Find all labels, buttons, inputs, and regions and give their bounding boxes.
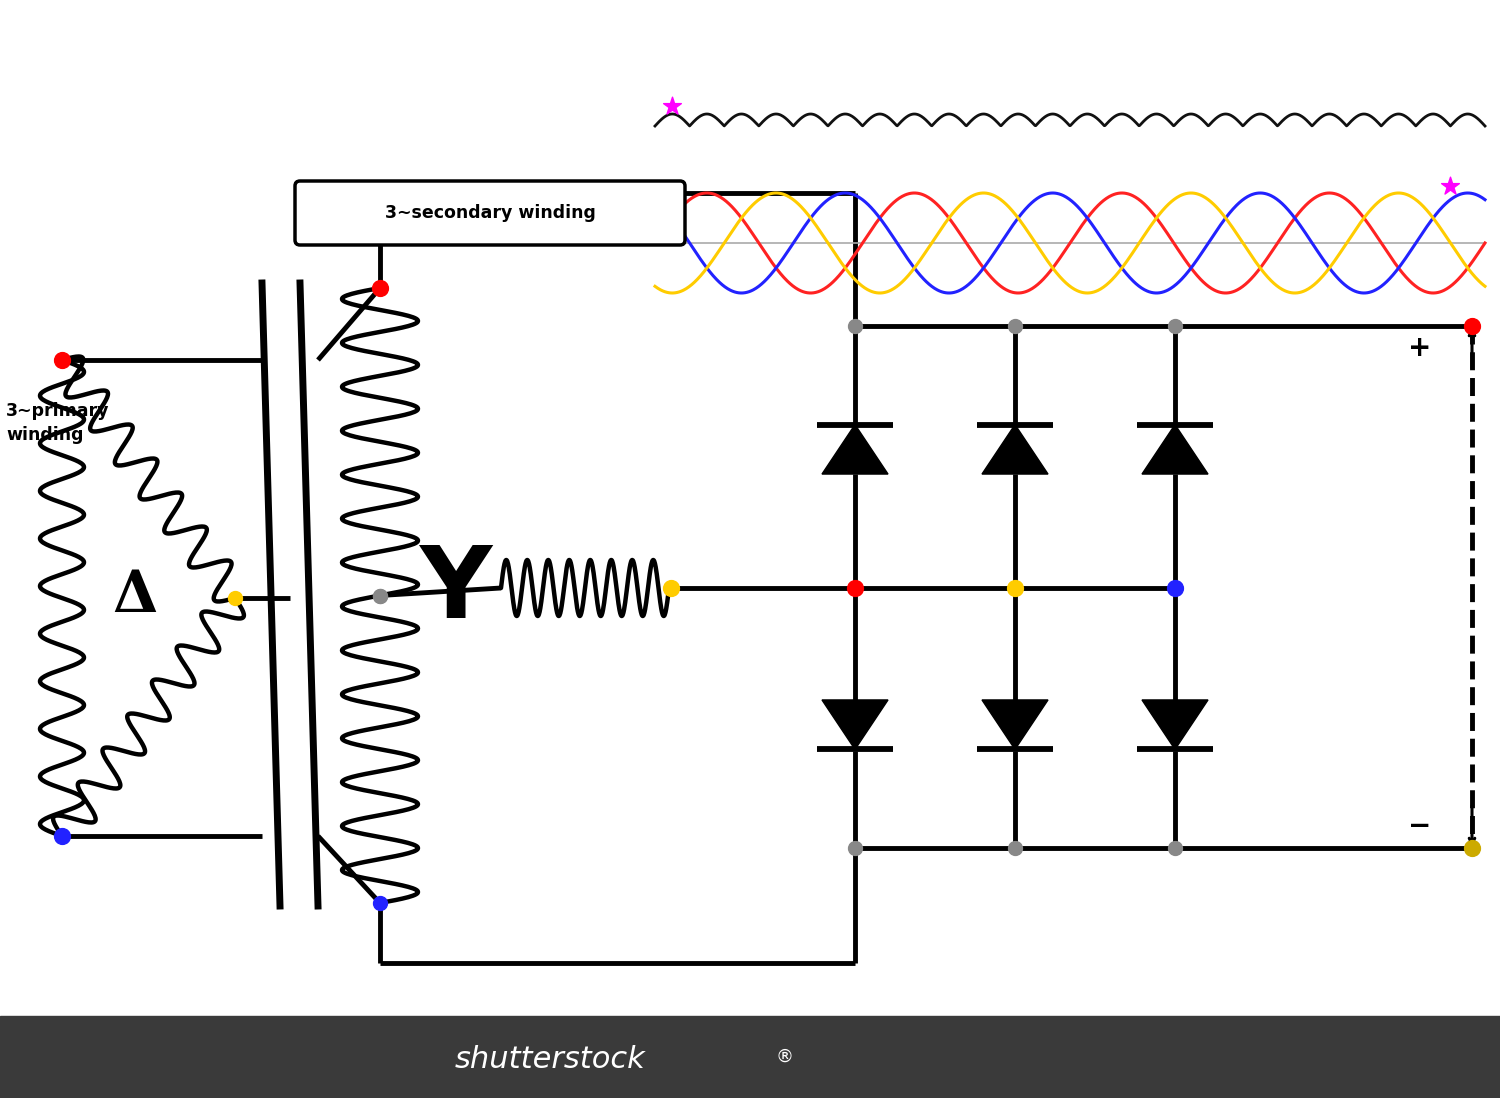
- Point: [843, 839, 867, 856]
- Polygon shape: [1142, 699, 1208, 750]
- FancyBboxPatch shape: [296, 181, 686, 245]
- Point: [1438, 177, 1462, 194]
- Text: −: −: [1408, 813, 1431, 840]
- Point: [1004, 839, 1028, 856]
- Point: [368, 586, 392, 604]
- Point: [1460, 317, 1484, 335]
- Text: 3∼primary
winding: 3∼primary winding: [6, 402, 109, 445]
- Point: [658, 580, 682, 597]
- Point: [368, 586, 392, 604]
- Point: [1162, 317, 1186, 335]
- Text: 3∼secondary winding: 3∼secondary winding: [384, 204, 596, 222]
- Text: Δ: Δ: [112, 568, 158, 624]
- Bar: [0, 1016, 1500, 1098]
- Polygon shape: [822, 699, 888, 750]
- Point: [224, 590, 248, 607]
- Point: [1004, 317, 1028, 335]
- Point: [50, 827, 74, 844]
- Polygon shape: [982, 699, 1048, 750]
- Point: [368, 279, 392, 296]
- Text: +: +: [1408, 334, 1431, 362]
- Text: Y: Y: [419, 541, 491, 639]
- Polygon shape: [822, 425, 888, 474]
- Point: [843, 580, 867, 597]
- Point: [1460, 839, 1484, 856]
- Point: [1162, 839, 1186, 856]
- Point: [660, 98, 684, 115]
- Polygon shape: [982, 425, 1048, 474]
- Point: [843, 317, 867, 335]
- Point: [50, 351, 74, 369]
- Text: shutterstock: shutterstock: [454, 1045, 645, 1075]
- Point: [1004, 580, 1028, 597]
- Polygon shape: [1142, 425, 1208, 474]
- Text: ®: ®: [776, 1047, 794, 1066]
- Point: [368, 894, 392, 911]
- Point: [1162, 580, 1186, 597]
